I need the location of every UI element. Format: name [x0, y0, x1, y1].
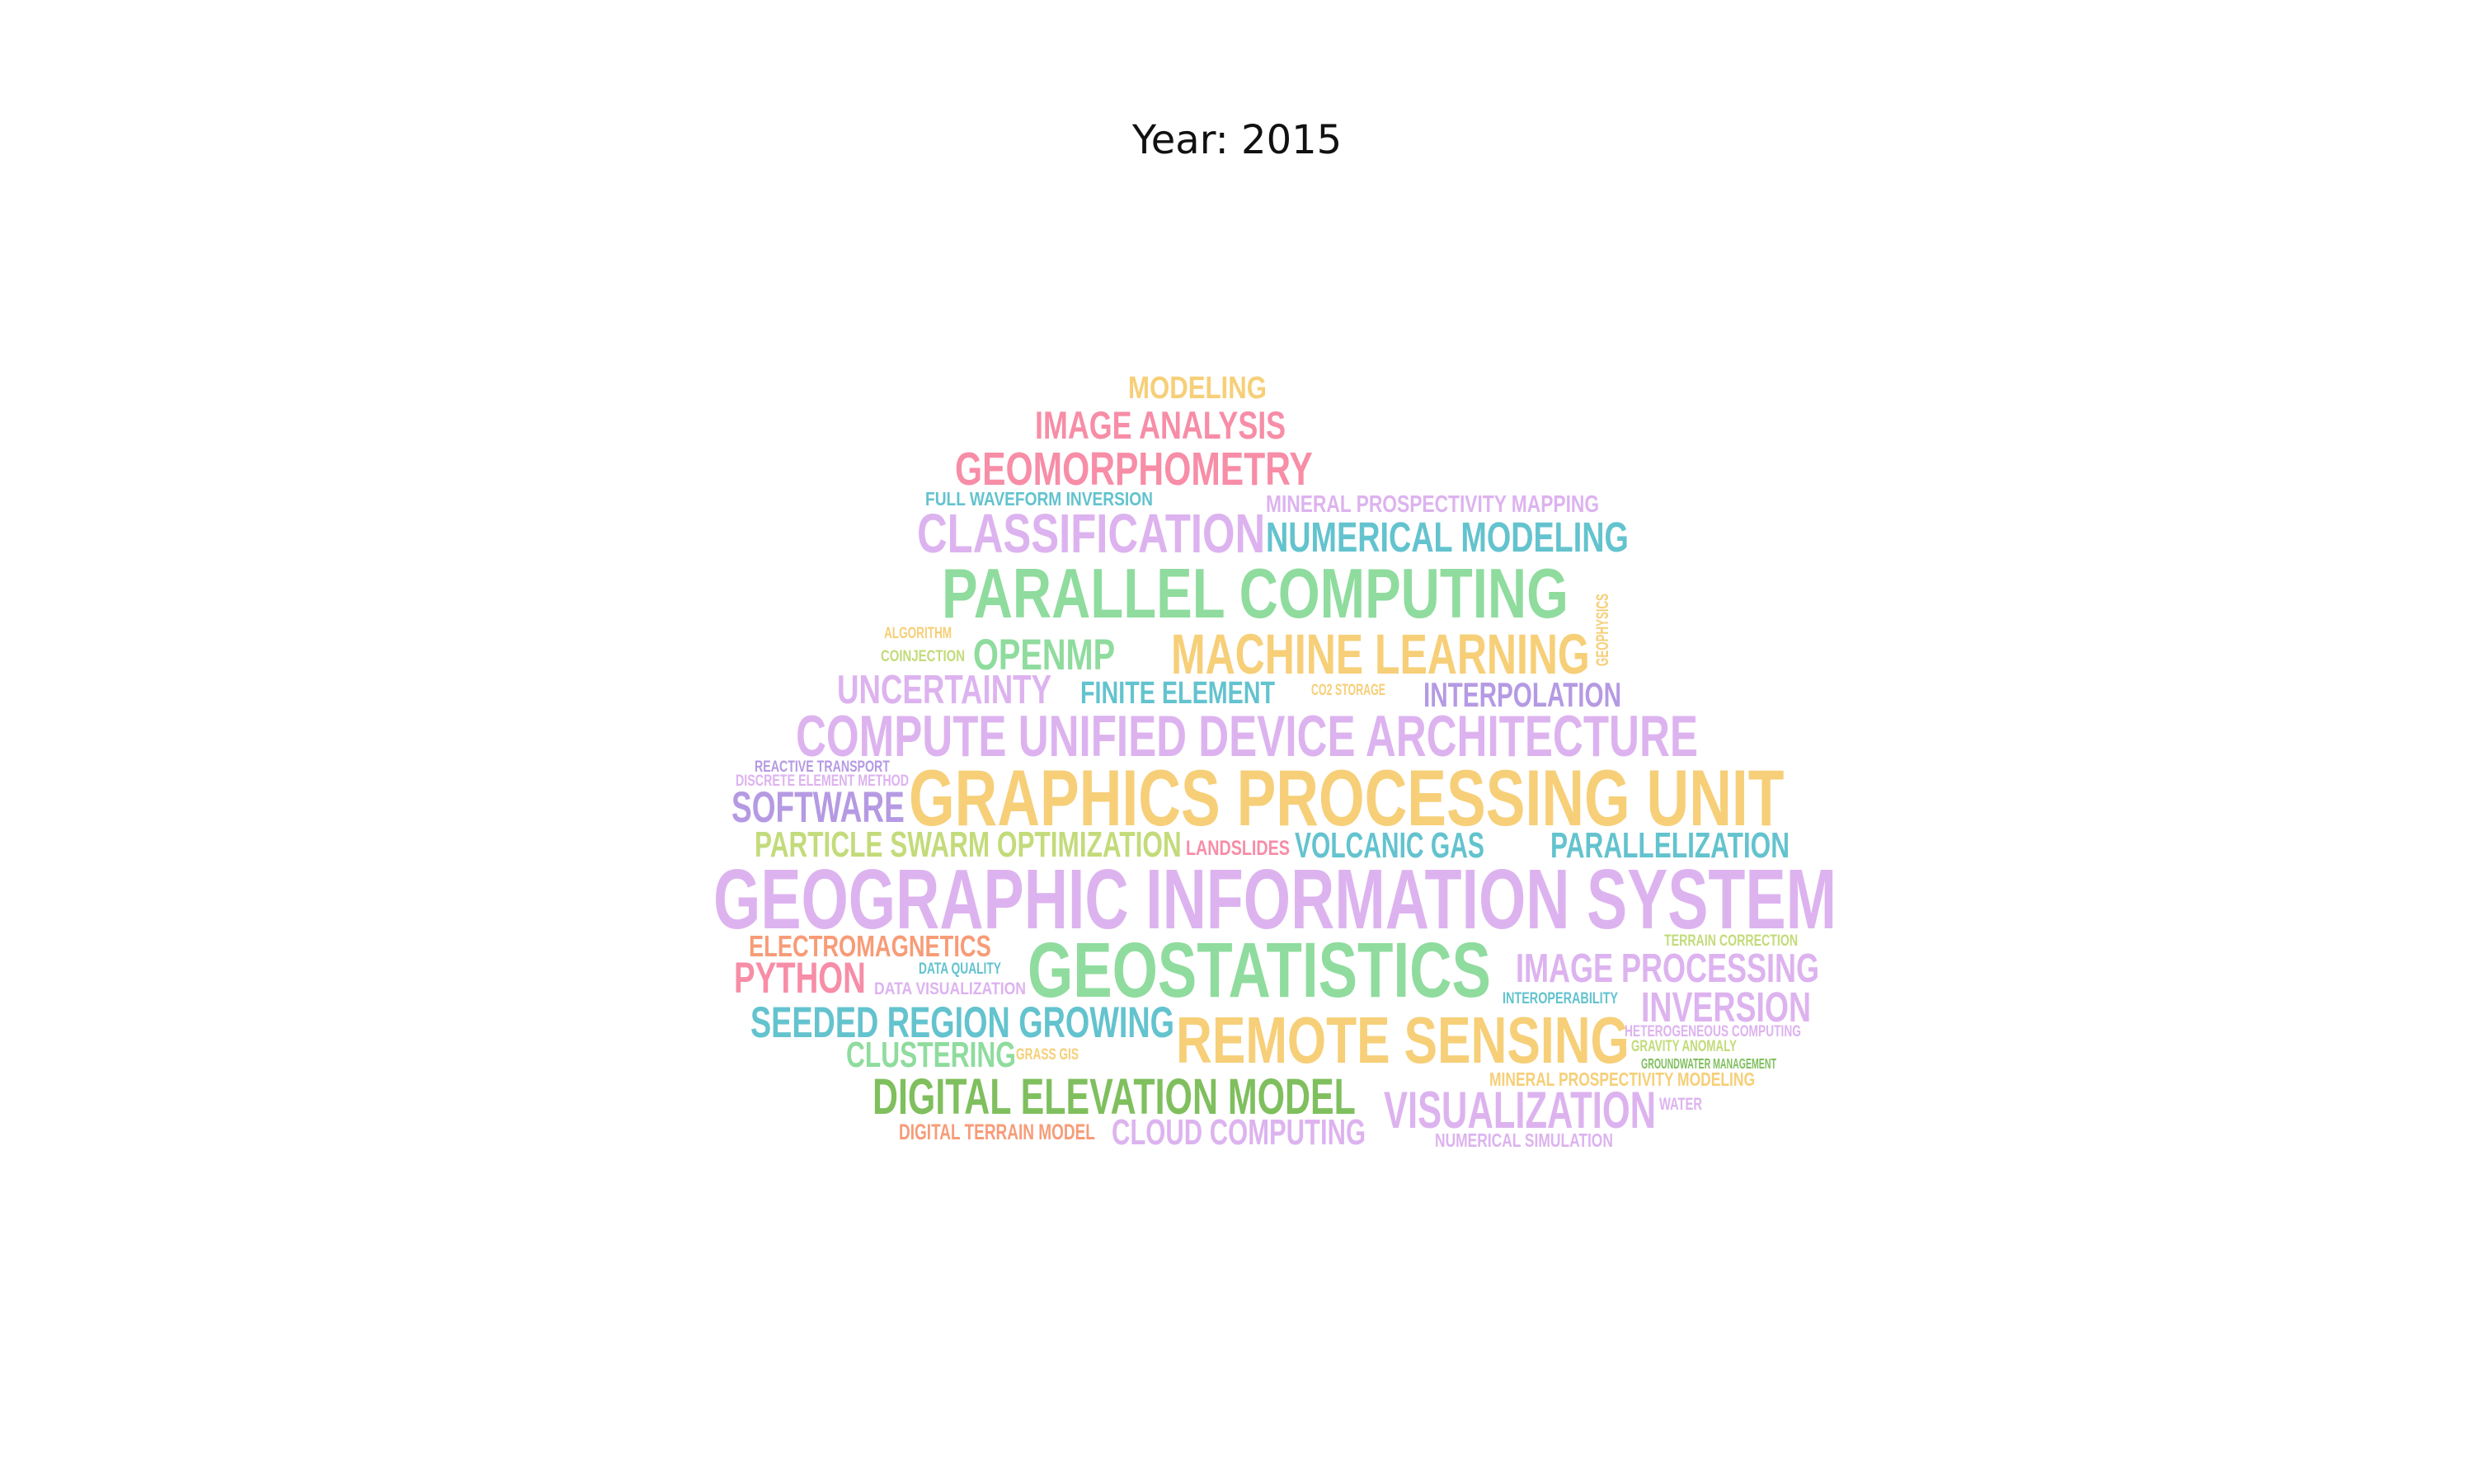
word-mineral-prospectivity-mapping: MINERAL PROSPECTIVITY MAPPING	[1266, 491, 1600, 518]
word-finite-element: FINITE ELEMENT	[1080, 676, 1276, 711]
word-landslides: LANDSLIDES	[1186, 838, 1290, 860]
word-grass-gis: GRASS GIS	[1016, 1046, 1079, 1064]
word-inversion: INVERSION	[1641, 984, 1812, 1031]
word-numerical-modeling: NUMERICAL MODELING	[1266, 514, 1629, 561]
word-interoperability: INTEROPERABILITY	[1503, 990, 1619, 1007]
word-digital-elevation-model: DIGITAL ELEVATION MODEL	[872, 1068, 1356, 1125]
word-heterogeneous-computing: HETEROGENEOUS COMPUTING	[1625, 1023, 1801, 1040]
word-reactive-transport: REACTIVE TRANSPORT	[755, 758, 890, 776]
word-mineral-prospectivity-modeling: MINERAL PROSPECTIVITY MODELING	[1489, 1068, 1756, 1090]
word-seeded-region-growing: SEEDED REGION GROWING	[750, 998, 1174, 1047]
word-modeling: MODELING	[1128, 371, 1267, 406]
word-volcanic-gas: VOLCANIC GAS	[1295, 825, 1484, 866]
word-openmp: OPENMP	[973, 631, 1116, 679]
word-coinjection: COINJECTION	[881, 648, 966, 665]
word-classification: CLASSIFICATION	[917, 504, 1266, 565]
word-parallelization: PARALLELIZATION	[1550, 825, 1790, 866]
word-digital-terrain-model: DIGITAL TERRAIN MODEL	[899, 1120, 1095, 1144]
word-algorithm: ALGORITHM	[884, 625, 952, 642]
chart-title: Year: 2015	[1131, 117, 1343, 163]
word-water: WATER	[1659, 1095, 1702, 1114]
word-python: PYTHON	[734, 954, 866, 1003]
word-groundwater-management: GROUNDWATER MANAGEMENT	[1641, 1056, 1776, 1072]
word-discrete-element-method: DISCRETE ELEMENT METHOD	[736, 773, 910, 790]
word-uncertainty: UNCERTAINTY	[837, 667, 1052, 712]
word-machine-learning: MACHINE LEARNING	[1171, 623, 1590, 686]
word-interpolation: INTERPOLATION	[1423, 675, 1622, 714]
word-graphics-processing-unit: GRAPHICS PROCESSING UNIT	[909, 753, 1785, 843]
word-image-analysis: IMAGE ANALYSIS	[1035, 404, 1286, 448]
word-visualization: VISUALIZATION	[1384, 1082, 1657, 1139]
word-terrain-correction: TERRAIN CORRECTION	[1664, 932, 1799, 950]
word-data-visualization: DATA VISUALIZATION	[874, 979, 1026, 998]
word-geomorphometry: GEOMORPHOMETRY	[955, 443, 1313, 495]
word-particle-swarm-optimization: PARTICLE SWARM OPTIMIZATION	[755, 824, 1182, 865]
word-image-processing: IMAGE PROCESSING	[1516, 946, 1820, 991]
word-cloud-computing: CLOUD COMPUTING	[1112, 1112, 1366, 1153]
word-remote-sensing: REMOTE SENSING	[1176, 1003, 1630, 1077]
word-electromagnetics: ELECTROMAGNETICS	[749, 929, 991, 963]
word-data-quality: DATA QUALITY	[919, 960, 1001, 978]
word-geographic-information-system: GEOGRAPHIC INFORMATION SYSTEM	[713, 852, 1837, 946]
word-compute-unified-device-architecture: COMPUTE UNIFIED DEVICE ARCHITECTURE	[796, 703, 1698, 768]
word-gravity-anomaly: GRAVITY ANOMALY	[1631, 1038, 1737, 1055]
word-full-waveform-inversion: FULL WAVEFORM INVERSION	[925, 488, 1153, 510]
word-geostatistics: GEOSTATISTICS	[1028, 927, 1491, 1014]
word-parallel-computing: PARALLEL COMPUTING	[942, 555, 1569, 633]
word-numerical-simulation: NUMERICAL SIMULATION	[1435, 1129, 1613, 1151]
word-geophysics: GEOPHYSICS	[1593, 593, 1612, 666]
word-clustering: CLUSTERING	[846, 1035, 1016, 1075]
word-software: SOFTWARE	[731, 783, 905, 832]
word-co2-storage: CO2 STORAGE	[1311, 682, 1386, 699]
